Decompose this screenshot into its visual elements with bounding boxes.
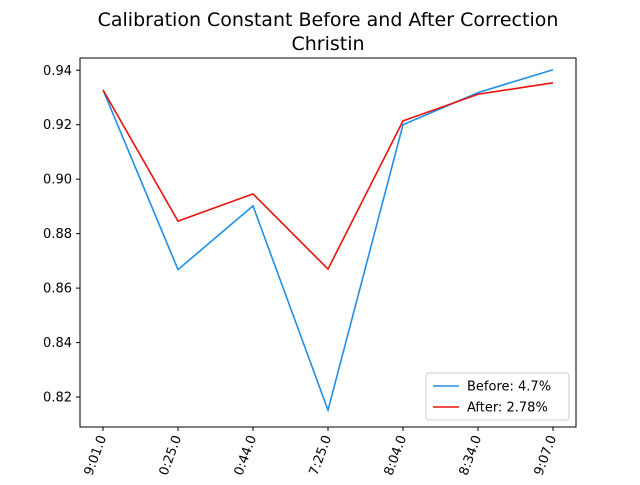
y-tick-label: 0.82 [43, 391, 72, 406]
series-line-0 [102, 68, 554, 413]
legend-label-1: After: 2.78% [467, 401, 548, 416]
y-tick-label: 0.92 [43, 118, 72, 133]
y-tick-label: 0.90 [43, 173, 72, 188]
series-layer [102, 68, 554, 413]
chart-title: Calibration Constant Before and After Co… [98, 9, 559, 31]
y-tick-label: 0.88 [43, 227, 72, 242]
legend: Before: 4.7% After: 2.78% [425, 372, 570, 421]
y-tick-label: 0.84 [43, 336, 72, 351]
legend-box [425, 372, 570, 421]
legend-label-0: Before: 4.7% [467, 380, 551, 395]
y-axis: 0.82 0.84 0.86 0.88 0.90 0.92 0.94 [43, 64, 80, 406]
y-tick-label: 0.86 [43, 282, 72, 297]
y-tick-label: 0.94 [43, 64, 72, 79]
chart-subtitle: Christin [291, 33, 364, 55]
series-line-1 [102, 81, 554, 271]
